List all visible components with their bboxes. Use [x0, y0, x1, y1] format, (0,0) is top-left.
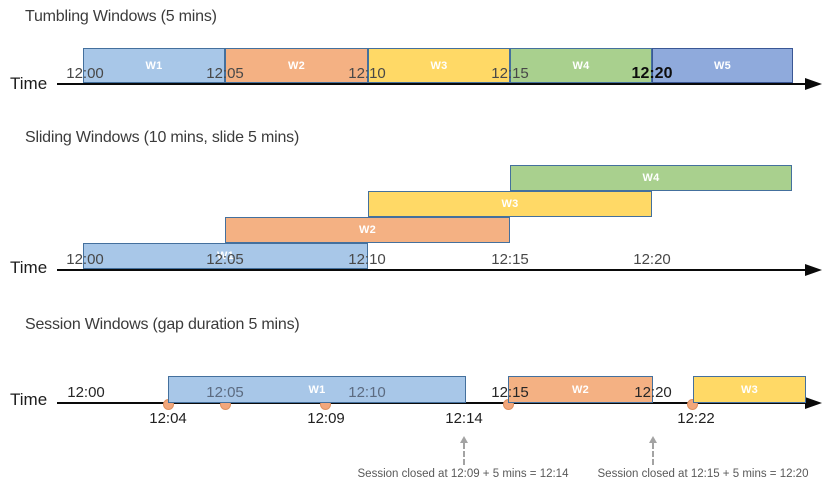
session-close-arrow-icon: [648, 436, 658, 465]
time-axis-label: Time: [10, 258, 48, 277]
tick-label: 12:05: [206, 65, 244, 82]
window-box-w2: W2: [225, 217, 510, 243]
window-box-w3: W3: [368, 48, 510, 83]
window-label: W4: [642, 172, 660, 184]
axis-line: [57, 269, 809, 271]
tick-label: 12:05: [206, 251, 244, 268]
tick-label: 12:15: [491, 65, 529, 82]
time-axis-label: Time: [10, 390, 48, 409]
window-label: W1: [216, 250, 235, 262]
window-box-w2: W2: [225, 48, 368, 83]
tick-label: 12:15: [491, 251, 529, 268]
tick-label: 12:20: [633, 251, 671, 268]
window-box-w2: W2: [508, 376, 653, 403]
axis-arrow-icon: [805, 397, 822, 409]
tick-label: 12:10: [348, 384, 386, 401]
window-label: W4: [572, 59, 590, 72]
axis-arrow-icon: [805, 78, 822, 90]
window-box-w1: W1: [168, 376, 466, 403]
tick-label: 12:05: [206, 384, 244, 401]
tick-label: 12:15: [491, 384, 529, 401]
event-time-label: 12:09: [307, 410, 345, 427]
dashed-line: [463, 443, 465, 465]
diagram-title-session: Session Windows (gap duration 5 mins): [25, 316, 300, 333]
window-label: W3: [430, 59, 448, 72]
session-close-annotation: Session closed at 12:09 + 5 mins = 12:14: [357, 468, 569, 480]
tick-label: 12:00: [66, 65, 104, 82]
event-time-label: 12:14: [445, 410, 483, 427]
session-close-annotation: Session closed at 12:15 + 5 mins = 12:20: [597, 468, 809, 480]
window-label: W1: [308, 383, 326, 396]
arrowhead-up-icon: [648, 436, 657, 443]
window-box-w1: W1: [83, 48, 225, 83]
tick-label: 12:20: [634, 384, 672, 401]
session-close-arrow-icon: [459, 436, 469, 465]
dashed-line: [652, 443, 654, 465]
window-label: W5: [713, 59, 732, 72]
event-dot: [686, 398, 698, 410]
window-label: W2: [571, 383, 590, 396]
window-box-w1: W1: [83, 243, 368, 269]
window-label: W3: [501, 198, 519, 210]
tick-label: 12:00: [67, 384, 105, 401]
window-box-w3: W3: [693, 376, 806, 403]
window-box-w3: W3: [368, 191, 652, 217]
axis-line: [57, 83, 809, 85]
window-label: W3: [740, 383, 759, 396]
window-label: W2: [287, 59, 306, 72]
window-label: W2: [358, 224, 377, 236]
diagram-title-sliding: Sliding Windows (10 mins, slide 5 mins): [25, 129, 300, 146]
window-box-w4: W4: [510, 48, 652, 83]
event-time-label: 12:22: [677, 410, 715, 427]
tick-label: 12:00: [66, 251, 104, 268]
tick-label: 12:10: [348, 251, 386, 268]
time-axis-label: Time: [10, 74, 48, 93]
arrowhead-up-icon: [459, 436, 468, 443]
event-time-label: 12:04: [149, 410, 187, 427]
axis-line: [57, 402, 809, 404]
axis-arrow-icon: [805, 264, 822, 276]
window-box-w4: W4: [510, 165, 792, 191]
window-box-w5: W5: [652, 48, 793, 83]
window-label: W1: [145, 59, 163, 72]
tick-label: 12:10: [348, 65, 386, 82]
tick-label: 12:20: [631, 65, 673, 82]
diagram-title-tumbling: Tumbling Windows (5 mins): [25, 8, 217, 25]
